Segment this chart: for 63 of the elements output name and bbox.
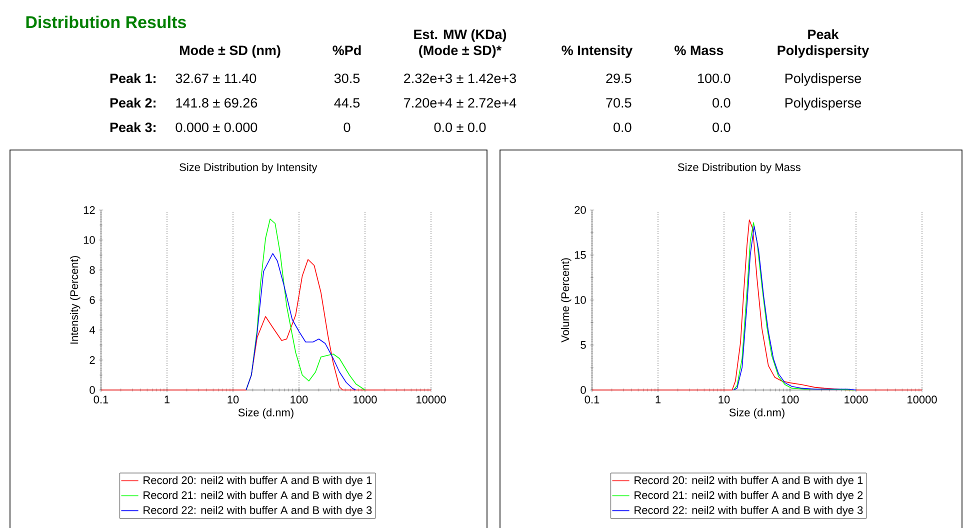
- x-axis-title: Size (d.nm): [729, 408, 784, 419]
- category-label: % Intensity: [562, 45, 633, 58]
- text: 32.67 ± 11.40: [176, 74, 256, 84]
- y-tick-label: 0: [90, 386, 95, 394]
- y-tick-label: 8: [90, 266, 95, 274]
- text: 70.5: [606, 98, 632, 108]
- x-tick-label: 10: [228, 396, 239, 404]
- text: 141.8 ± 69.26: [176, 98, 258, 108]
- y-tick-label: 5: [580, 341, 586, 349]
- chart-title: Size Distribution by Mass: [678, 163, 801, 174]
- legend-label: Record 22: neil2 with buffer A and B with dye 3: [634, 506, 863, 516]
- x-tick-label: 100: [782, 396, 799, 404]
- legend-label: Record 21: neil2 with buffer A and B with dye 2: [634, 490, 863, 502]
- y-tick-label: 20: [574, 206, 586, 214]
- category-label: Peak 1:: [110, 73, 156, 84]
- text: 0.0: [712, 98, 730, 108]
- text: 0.0: [614, 122, 632, 132]
- x-tick-label: 10000: [908, 396, 937, 404]
- text: 7.20e+4 ± 2.72e+4: [404, 98, 516, 108]
- y-tick-label: 12: [84, 206, 95, 214]
- text: 0.000 ± 0.000: [176, 122, 258, 132]
- x-tick-label: 1: [656, 396, 661, 404]
- x-tick-label: 100: [290, 396, 308, 404]
- legend-label: Record 20: neil2 with buffer A and B with dye 1: [144, 476, 372, 486]
- legend-label: Record 22: neil2 with buffer A and B with dye 3: [144, 506, 372, 516]
- x-tick-label: 1: [164, 396, 170, 404]
- x-tick-label: 10: [718, 396, 730, 404]
- category-label: Est. MW (KDa) (Mode ± SD)*: [414, 29, 506, 58]
- x-tick-label: 1000: [844, 396, 868, 404]
- y-tick-label: 10: [84, 236, 95, 244]
- text: 0: [344, 122, 350, 132]
- category-label: % Mass: [674, 46, 724, 56]
- y-tick-label: 15: [574, 251, 586, 259]
- text: 0.0 ± 0.0: [434, 122, 486, 132]
- y-tick-label: 0: [580, 386, 586, 394]
- x-tick-label: 0.1: [94, 396, 108, 404]
- y-tick-label: 10: [574, 296, 586, 304]
- category-label: Peak Polydispersity: [778, 29, 870, 58]
- y-tick-label: 4: [89, 326, 96, 334]
- text: 44.5: [334, 98, 360, 108]
- text: Distribution Results: [26, 16, 186, 28]
- text: 30.5: [334, 74, 360, 84]
- y-tick-label: 6: [90, 296, 95, 304]
- category-label: Peak 2:: [110, 98, 156, 108]
- legend-label: Record 20: neil2 with buffer A and B with dye 1: [634, 476, 863, 486]
- text: 2.32e+3 ± 1.42e+3: [404, 74, 516, 84]
- chart-title: Size Distribution by Intensity: [180, 163, 318, 174]
- x-tick-label: 10000: [416, 396, 446, 404]
- category-label: Peak 3:: [110, 122, 156, 132]
- x-tick-label: 1000: [354, 396, 377, 404]
- legend-label: Record 21: neil2 with buffer A and B with dye 2: [144, 490, 372, 502]
- text: Polydisperse: [785, 98, 862, 110]
- text: 0.0: [712, 122, 730, 132]
- y-tick-label: 2: [90, 356, 95, 364]
- y-axis-title: Volume (Percent): [560, 258, 572, 342]
- category-label: %Pd: [332, 45, 361, 56]
- category-label: Mode ± SD (nm): [180, 45, 280, 58]
- text: Polydisperse: [785, 73, 862, 86]
- text: 29.5: [606, 74, 632, 84]
- y-axis-title: Intensity (Percent): [70, 256, 80, 344]
- x-axis-title: Size (d.nm): [238, 408, 294, 419]
- text: 100.0: [698, 74, 730, 84]
- x-tick-label: 0.1: [584, 396, 600, 404]
